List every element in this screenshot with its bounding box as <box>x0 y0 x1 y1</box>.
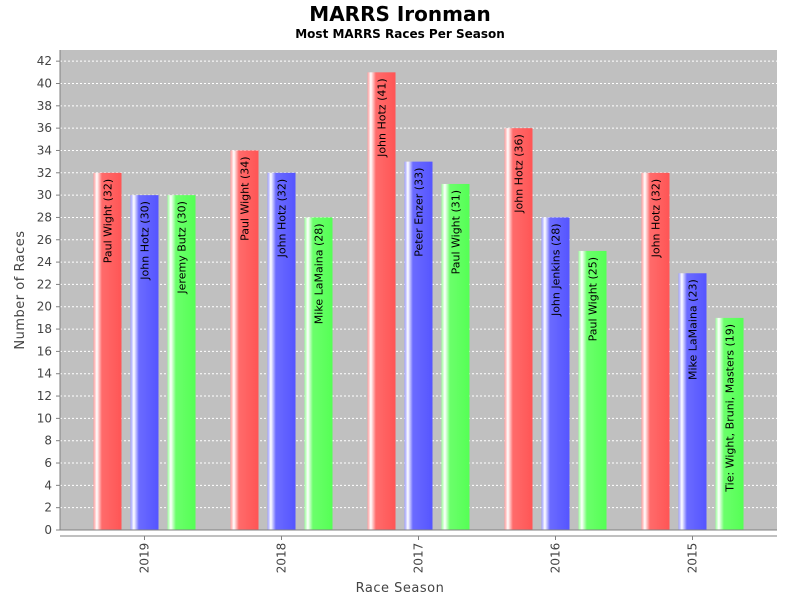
x-tick-label: 2016 <box>549 543 563 574</box>
bar-2019-2 <box>167 195 196 530</box>
y-tick-label: 2 <box>44 501 52 515</box>
bar-labels: Paul Wight (32) John Hotz (30) Jeremy Butz… <box>102 78 737 492</box>
bar-2017-1 <box>404 161 433 530</box>
y-tick-label: 22 <box>37 277 52 291</box>
y-tick-label: 6 <box>44 456 52 470</box>
x-axis-ticks: 2019 2018 2017 2016 2015 <box>138 536 700 573</box>
x-tick-label: 2015 <box>686 543 700 574</box>
y-tick-label: 14 <box>37 367 52 381</box>
y-tick-label: 34 <box>37 143 52 157</box>
bar-2015-2 <box>715 317 744 530</box>
bar-2018-1 <box>267 172 296 530</box>
y-tick-label: 10 <box>37 411 52 425</box>
bar-2017-0 <box>367 72 396 530</box>
chart-title: MARRS Ironman <box>309 2 490 26</box>
y-tick-label: 30 <box>37 188 52 202</box>
x-tick-label: 2018 <box>275 543 289 574</box>
bar-2019-0 <box>93 172 122 530</box>
y-tick-label: 16 <box>37 344 52 358</box>
x-tick-label: 2019 <box>138 543 152 574</box>
y-tick-label: 0 <box>44 523 52 537</box>
bar-2018-2 <box>304 217 333 530</box>
bar-label: Paul Wight (25) <box>587 257 600 341</box>
bar-label: Jeremy Butz (30) <box>176 201 189 294</box>
bar-2016-1 <box>541 217 570 530</box>
y-tick-label: 24 <box>37 255 52 269</box>
y-tick-label: 28 <box>37 210 52 224</box>
y-tick-label: 40 <box>37 76 52 90</box>
y-tick-label: 12 <box>37 389 52 403</box>
bar-label: Paul Wight (32) <box>102 179 115 263</box>
y-tick-label: 18 <box>37 322 52 336</box>
bar-label: Tie: Wight, Bruni, Masters (19) <box>724 324 737 493</box>
bar-2015-0 <box>641 172 670 530</box>
bar-2016-2 <box>578 250 607 530</box>
y-tick-label: 20 <box>37 300 52 314</box>
y-tick-label: 38 <box>37 99 52 113</box>
y-axis-label: Number of Races <box>13 230 28 349</box>
y-tick-label: 26 <box>37 233 52 247</box>
y-tick-label: 8 <box>44 434 52 448</box>
y-tick-label: 32 <box>37 166 52 180</box>
x-axis-label: Race Season <box>356 581 445 596</box>
bar-2016-0 <box>504 128 533 531</box>
bars <box>93 72 744 531</box>
bar-label: Mike LaMaina (23) <box>687 279 700 380</box>
bar-2015-1 <box>678 273 707 530</box>
y-tick-label: 4 <box>44 478 52 492</box>
bar-label: Paul Wight (34) <box>239 156 252 240</box>
bar-2019-1 <box>130 195 159 530</box>
bar-label: John Jenkins (28) <box>550 223 563 317</box>
bar-2017-2 <box>441 183 470 530</box>
bar-2018-0 <box>230 150 259 530</box>
y-tick-label: 42 <box>37 54 52 68</box>
bar-label: John Hotz (32) <box>650 179 663 259</box>
bar-label: Paul Wight (31) <box>450 190 463 274</box>
x-tick-label: 2017 <box>412 543 426 574</box>
bar-label: Mike LaMaina (28) <box>313 223 326 324</box>
bar-label: John Hotz (41) <box>376 78 389 158</box>
chart-subtitle: Most MARRS Races Per Season <box>295 27 505 41</box>
bar-label: John Hotz (32) <box>276 179 289 259</box>
bar-label: John Hotz (30) <box>139 201 152 281</box>
bar-label: Peter Enzer (33) <box>413 168 426 257</box>
bar-label: John Hotz (36) <box>513 134 526 214</box>
y-tick-label: 36 <box>37 121 52 135</box>
